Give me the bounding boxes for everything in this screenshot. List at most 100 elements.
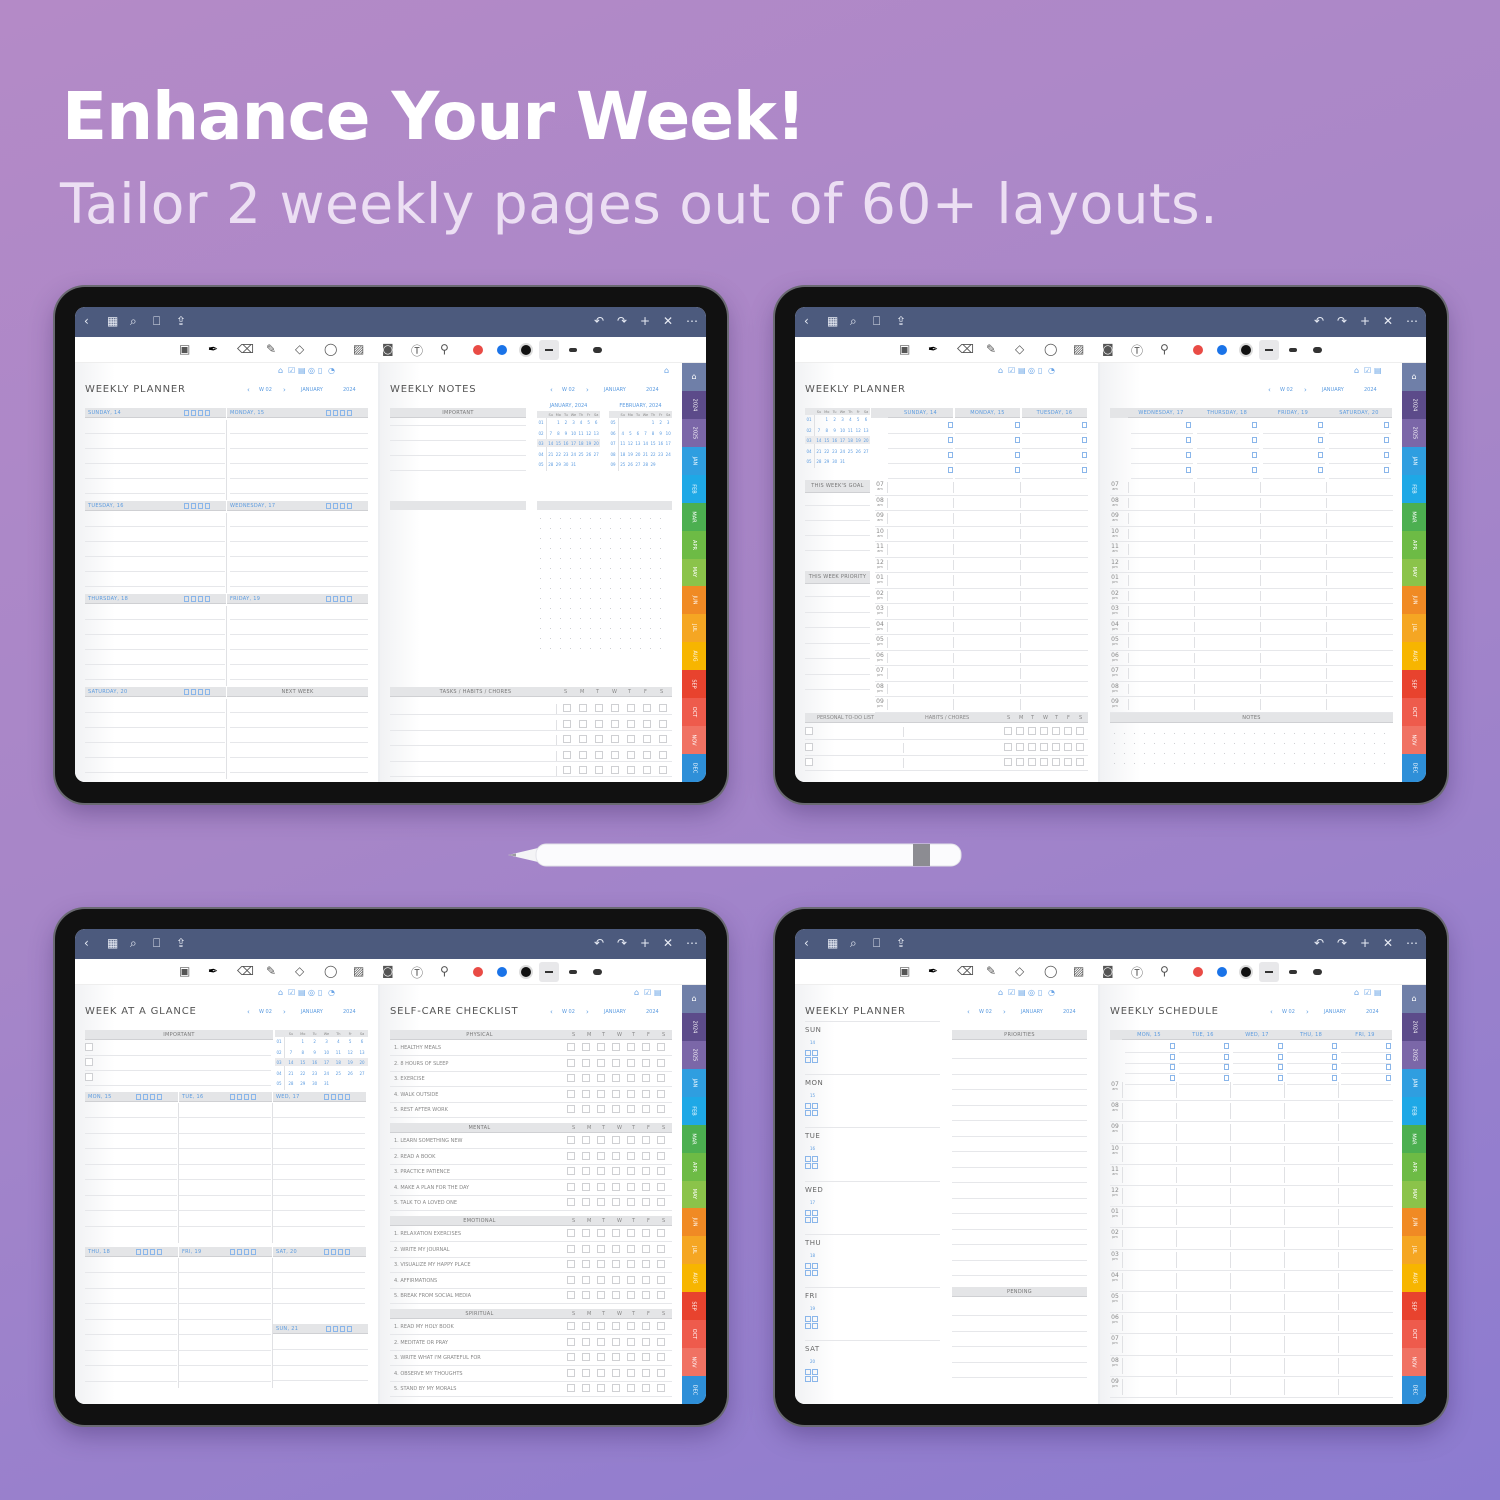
eraser-tool-icon[interactable]: ⌫	[957, 342, 974, 356]
habit-checkbox[interactable]	[657, 1322, 665, 1330]
tab-2024[interactable]: 2024	[682, 390, 706, 419]
habit-checkbox[interactable]	[567, 1322, 575, 1330]
tab-dec[interactable]: DEC	[1402, 1376, 1426, 1404]
inbox-icon[interactable]: ▤	[1018, 366, 1026, 375]
note-link-icon[interactable]	[805, 1103, 811, 1110]
prev-week-chevron[interactable]: ‹	[1268, 386, 1271, 394]
note-link-icon[interactable]	[1384, 452, 1389, 458]
note-link-icon[interactable]	[326, 1326, 331, 1332]
undo-icon[interactable]: ↶	[594, 936, 605, 950]
habit-checkbox[interactable]	[627, 1136, 635, 1144]
note-link-icon[interactable]	[150, 1249, 155, 1255]
stroke-medium-button[interactable]	[569, 348, 577, 352]
habit-checkbox[interactable]	[567, 1368, 575, 1377]
note-link-icon[interactable]	[1015, 452, 1020, 458]
habit-checkbox[interactable]	[612, 1074, 620, 1082]
habit-checkbox[interactable]	[657, 1260, 665, 1268]
calendar-day[interactable]: 5	[348, 1039, 352, 1044]
note-link-icon[interactable]	[948, 422, 953, 428]
text-box-tool-icon[interactable]: Ⓣ	[1131, 966, 1144, 980]
habit-checkbox[interactable]	[1028, 727, 1036, 735]
note-link-icon[interactable]	[1384, 437, 1389, 443]
note-links-icon[interactable]	[324, 1094, 350, 1100]
tab-2025[interactable]: 2025	[682, 1040, 706, 1069]
note-link-icon[interactable]	[136, 1249, 141, 1255]
note-link-icon[interactable]	[237, 1094, 242, 1100]
tab-jul[interactable]: JUL	[1402, 614, 1426, 643]
search-icon[interactable]: ⌕	[130, 936, 137, 950]
habit-checkbox[interactable]	[642, 1260, 650, 1268]
week-number[interactable]: 04	[806, 448, 812, 454]
tab-nov[interactable]: NOV	[682, 726, 706, 755]
calendar-day[interactable]: 18	[335, 1060, 341, 1065]
habit-checkbox[interactable]	[1076, 758, 1084, 766]
week-number[interactable]: 03	[538, 441, 544, 446]
note-link-icon[interactable]	[333, 596, 338, 602]
tab-apr[interactable]: APR	[1402, 530, 1426, 559]
note-link-icon[interactable]	[244, 1094, 249, 1100]
tab-apr[interactable]: APR	[682, 1152, 706, 1181]
year-link[interactable]: 2024	[646, 1009, 659, 1015]
tab-feb[interactable]: FEB	[1402, 474, 1426, 503]
habit-checkbox[interactable]	[597, 1136, 605, 1144]
habit-checkbox[interactable]	[627, 704, 635, 712]
note-link-icon[interactable]	[1386, 1053, 1391, 1060]
next-week-chevron[interactable]: ›	[283, 1008, 286, 1016]
calendar-day[interactable]: 18	[620, 451, 626, 457]
image-tool-icon[interactable]: ▨	[353, 964, 365, 978]
habit-checkbox[interactable]	[579, 719, 587, 728]
habit-checkbox[interactable]	[643, 766, 651, 774]
habit-checkbox[interactable]	[579, 735, 587, 743]
habit-checkbox[interactable]	[1076, 742, 1084, 751]
calendar-day[interactable]: 7	[289, 1049, 293, 1055]
habit-checkbox[interactable]	[582, 1105, 590, 1113]
image-tool-icon[interactable]: ▨	[1073, 342, 1085, 356]
habit-checkbox[interactable]	[657, 1353, 665, 1361]
shapes-tool-icon[interactable]: ◇	[1015, 964, 1025, 978]
habit-checkbox[interactable]	[657, 1291, 665, 1299]
day-number[interactable]: 19	[810, 1306, 816, 1311]
tab-jul[interactable]: JUL	[682, 614, 706, 643]
calendar-day[interactable]: 27	[635, 462, 641, 467]
calendar-day[interactable]: 1	[825, 417, 829, 422]
habit-checkbox[interactable]	[659, 766, 667, 774]
calendar-day[interactable]: 17	[323, 1060, 330, 1065]
habit-checkbox[interactable]	[659, 704, 667, 712]
todo-checkbox[interactable]	[805, 742, 813, 751]
color-swatch[interactable]	[473, 967, 483, 977]
calendar-day[interactable]: 24	[570, 451, 577, 457]
calendar-day[interactable]: 5	[587, 420, 590, 425]
habit-checkbox[interactable]	[657, 1074, 665, 1082]
calendar-day[interactable]: 11	[335, 1049, 341, 1055]
note-link-icon[interactable]	[333, 1326, 338, 1332]
habit-checkbox[interactable]	[612, 1384, 620, 1392]
page-layout-tool-icon[interactable]: ▣	[899, 964, 911, 978]
pie-icon[interactable]: ◔	[1048, 366, 1055, 375]
next-week-chevron[interactable]: ›	[1306, 1008, 1309, 1016]
tab-mar[interactable]: MAR	[682, 502, 706, 531]
habit-checkbox[interactable]	[563, 735, 571, 743]
habit-checkbox[interactable]	[582, 1291, 590, 1299]
next-week-chevron[interactable]: ›	[1304, 386, 1307, 394]
month-link[interactable]: JANUARY	[301, 387, 323, 393]
note-links-icon[interactable]	[184, 689, 210, 695]
habit-checkbox[interactable]	[597, 1058, 605, 1067]
tab-feb[interactable]: FEB	[1402, 1096, 1426, 1125]
habit-checkbox[interactable]	[612, 1043, 620, 1051]
note-link-icon[interactable]	[326, 410, 331, 416]
color-swatch[interactable]	[521, 345, 531, 355]
habit-checkbox[interactable]	[612, 1229, 620, 1237]
year-link[interactable]: 2024	[343, 1009, 356, 1015]
note-link-icon[interactable]	[948, 437, 953, 443]
habit-checkbox[interactable]	[567, 1337, 575, 1346]
document-icon[interactable]: ▯	[318, 988, 323, 997]
year-link[interactable]: 2024	[646, 387, 659, 393]
note-link-icon[interactable]	[1170, 1074, 1175, 1081]
highlighter-tool-icon[interactable]: ✎	[266, 342, 277, 356]
undo-icon[interactable]: ↶	[594, 314, 605, 328]
habit-checkbox[interactable]	[567, 1105, 575, 1113]
note-link-icon[interactable]	[812, 1323, 818, 1329]
note-links-icon[interactable]	[805, 1209, 821, 1223]
calendar-day[interactable]: 5	[629, 430, 632, 436]
tab-oct[interactable]: OCT	[1402, 698, 1426, 727]
